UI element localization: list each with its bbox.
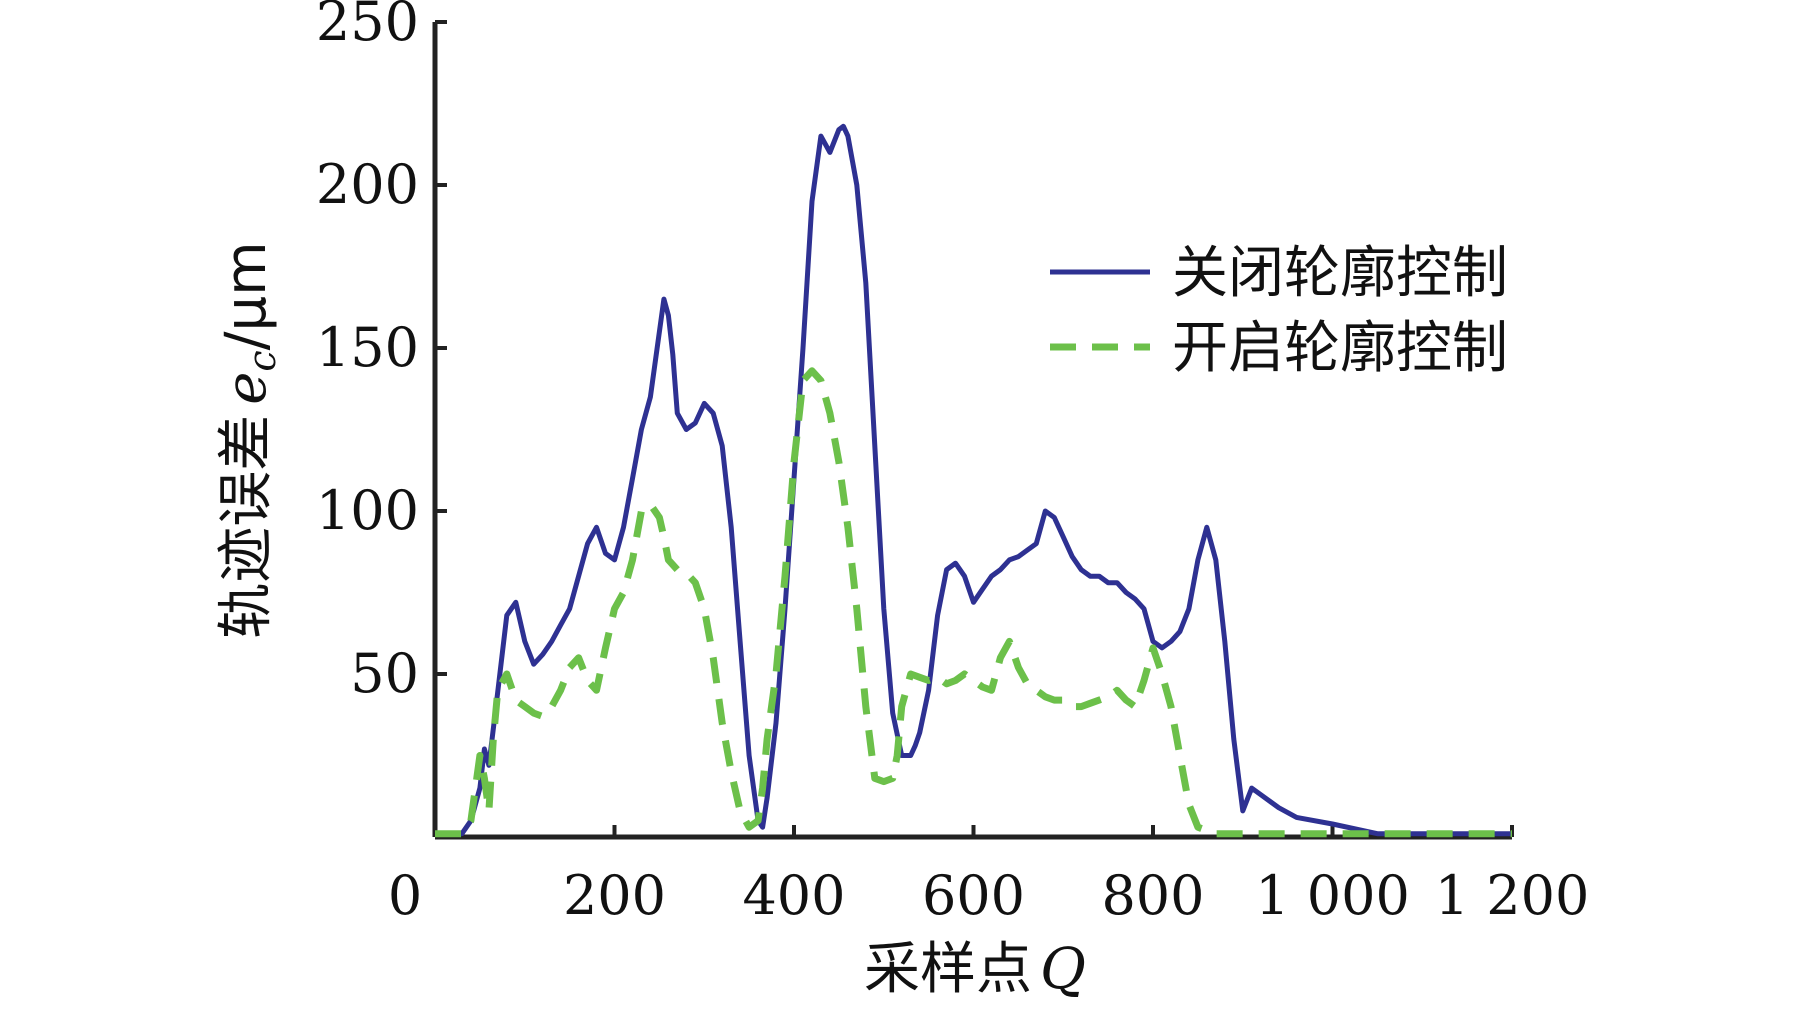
y-axis-title-sub: c [240, 350, 284, 371]
x-tick-label: 1 000 [1255, 864, 1410, 927]
plot-area: 0 200 400 600 800 1 000 1 200 50 100 150 200 250 [316, 0, 1589, 927]
x-tick-label: 200 [563, 864, 666, 927]
y-tick-label: 200 [316, 153, 419, 216]
y-axis-title-var: e [214, 372, 279, 405]
series-line-open [435, 367, 1512, 838]
x-tick-label: 0 [388, 864, 422, 927]
legend: 关闭轮廓控制 开启轮廓控制 [1050, 241, 1508, 381]
y-axis-title-text: 轨迹误差 [214, 415, 279, 639]
x-tick-label: 400 [742, 864, 845, 927]
series-group [435, 123, 1512, 838]
legend-label-open: 开启轮廓控制 [1172, 316, 1508, 381]
y-axis-title-unit: /μm [214, 241, 279, 350]
y-axis-title: 轨迹误差 ec/μm [214, 241, 284, 638]
x-ticks: 0 200 400 600 800 1 000 1 200 [388, 825, 1589, 927]
series-line-closed [435, 123, 1512, 837]
x-tick-label: 800 [1101, 864, 1204, 927]
x-axis-title-var: Q [1040, 937, 1086, 1002]
x-tick-label: 1 200 [1435, 864, 1590, 927]
y-tick-label: 50 [350, 642, 419, 705]
x-tick-label: 600 [922, 864, 1025, 927]
x-axis-title: 采样点 Q [864, 937, 1086, 1002]
x-axis-title-text: 采样点 [864, 937, 1032, 1002]
y-tick-label: 250 [316, 0, 419, 53]
legend-label-closed: 关闭轮廓控制 [1172, 241, 1508, 306]
y-tick-label: 150 [316, 316, 419, 379]
y-ticks: 50 100 150 200 250 [316, 0, 447, 705]
y-tick-label: 100 [316, 479, 419, 542]
